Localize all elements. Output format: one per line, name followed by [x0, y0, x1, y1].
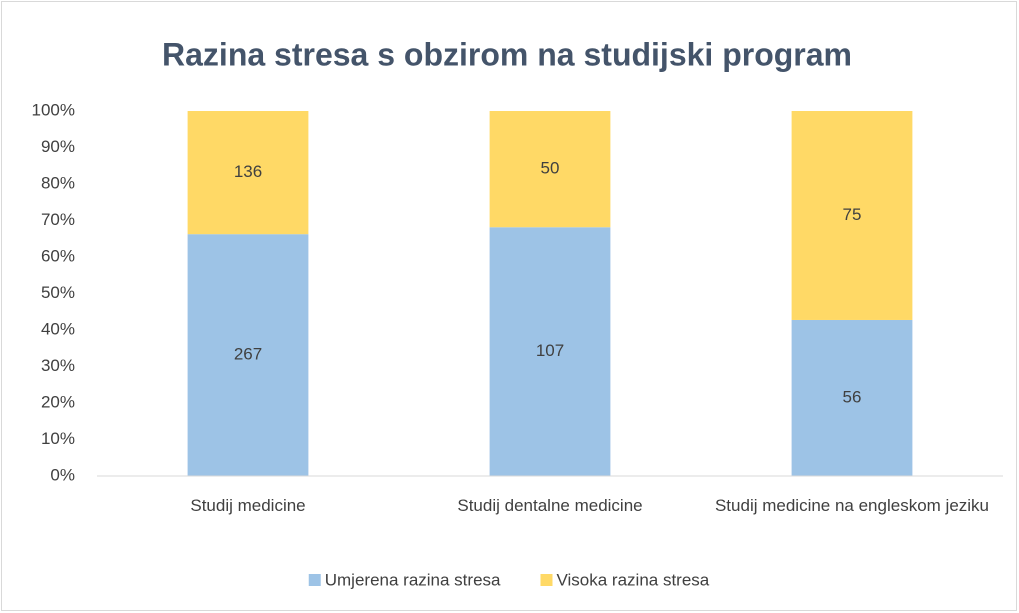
y-tick-label: 100% [32, 100, 75, 119]
bar-segment [791, 319, 913, 476]
x-tick-label: Studij medicine [190, 496, 306, 515]
data-label: 136 [234, 162, 262, 181]
bar-segment [489, 227, 611, 476]
x-tick-label: Studij medicine na engleskom jeziku [714, 496, 990, 515]
x-tick-label-box: Studij medicine na engleskom jeziku [714, 496, 990, 515]
bar-segment [791, 111, 913, 320]
bar-segment [187, 234, 309, 476]
x-tick-label-box: Studij dentalne medicine [457, 496, 643, 515]
x-tick-label: Studij dentalne medicine [457, 496, 643, 515]
bar-segment [489, 111, 611, 228]
data-label: 56 [843, 387, 862, 406]
legend-swatch [540, 574, 553, 586]
legend: Umjerena razina stresa Visoka razina stre… [308, 570, 710, 589]
y-tick-label: 30% [41, 356, 75, 375]
legend-label: Umjerena razina stresa [325, 570, 501, 589]
legend-label: Visoka razina stresa [556, 570, 709, 589]
x-tick-label-box: Studij medicine [190, 496, 306, 515]
y-tick-label: 10% [41, 429, 75, 448]
chart-title: Razina stresa s obzirom na studijski pro… [162, 36, 852, 72]
bar-segment [187, 111, 309, 235]
data-label: 75 [843, 205, 862, 224]
y-tick-label: 40% [41, 319, 75, 338]
y-tick-label: 20% [41, 392, 75, 411]
y-tick-label: 90% [41, 137, 75, 156]
data-label: 107 [536, 341, 564, 360]
y-tick-label: 70% [41, 210, 75, 229]
data-label: 267 [234, 345, 262, 364]
y-tick-label: 80% [41, 173, 75, 192]
y-tick-label: 0% [50, 465, 75, 484]
y-tick-label: 60% [41, 246, 75, 265]
y-tick-label: 50% [41, 283, 75, 302]
data-label: 50 [541, 159, 560, 178]
legend-swatch [308, 574, 321, 586]
